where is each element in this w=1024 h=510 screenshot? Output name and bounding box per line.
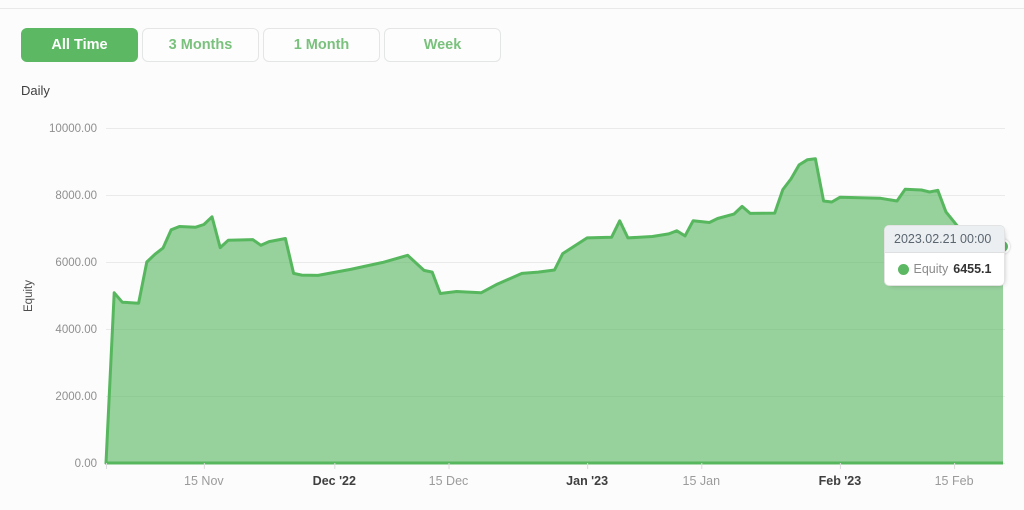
y-tick-label: 0.00 [75,458,97,470]
top-divider [0,8,1024,9]
equity-chart[interactable]: 0.00 2000.00 4000.00 6000.00 8000.00 10000.00… [0,100,1024,510]
x-tick-label: 15 Dec [429,474,469,488]
x-axis-labels: 15 Nov Dec '22 15 Dec Jan '23 15 Jan Feb '23 1… [184,474,974,488]
x-tick-label: Dec '22 [313,474,356,488]
y-tick-label: 6000.00 [55,257,97,269]
tab-all-time[interactable]: All Time [21,28,138,62]
x-axis-ticks [106,463,956,469]
tab-week[interactable]: Week [384,28,501,62]
y-tick-label: 10000.00 [49,123,97,135]
tooltip-series-label: Equity [913,262,949,276]
equity-line [104,157,1005,465]
x-tick-label: 15 Nov [184,474,224,488]
tab-1-month[interactable]: 1 Month [263,28,380,62]
range-tabs: All Time 3 Months 1 Month Week [21,28,501,62]
equity-area-fill [106,158,1003,464]
tooltip-body: Equity 6455.1 [885,253,1004,285]
tab-3-months[interactable]: 3 Months [142,28,259,62]
chart-canvas: 0.00 2000.00 4000.00 6000.00 8000.00 10000.00… [23,123,1005,488]
y-tick-label: 2000.00 [55,391,97,403]
x-tick-label: Feb '23 [819,474,862,488]
frequency-label: Daily [21,83,50,98]
chart-tooltip: 2023.02.21 00:00 Equity 6455.1 [884,225,1005,286]
series-dot-icon [897,263,909,275]
x-tick-label: 15 Feb [935,474,974,488]
x-tick-label: Jan '23 [566,474,608,488]
y-axis-labels: 0.00 2000.00 4000.00 6000.00 8000.00 10000.00 [49,123,97,470]
y-tick-label: 8000.00 [55,190,97,202]
y-axis-title: Equity [23,280,35,312]
y-tick-label: 4000.00 [55,324,97,336]
tooltip-date: 2023.02.21 00:00 [885,226,1004,253]
tooltip-value: 6455.1 [953,262,992,276]
x-tick-label: 15 Jan [683,474,721,488]
